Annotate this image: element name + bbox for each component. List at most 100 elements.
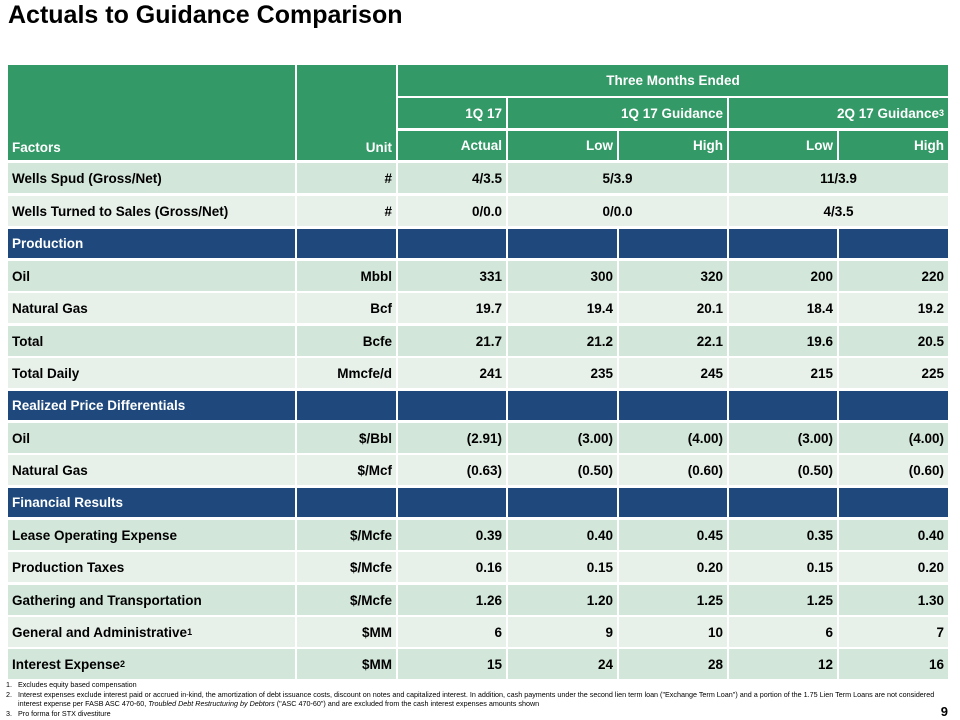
row-guidance-1q17: 5/3.9 bbox=[508, 163, 727, 193]
row-high-1q17: 10 bbox=[619, 617, 727, 647]
header-period-2q17-guidance-label: 2Q 17 Guidance bbox=[836, 105, 939, 121]
row-actual: (0.63) bbox=[398, 455, 506, 485]
row-high-2q17: 0.40 bbox=[839, 520, 948, 550]
row-high-2q17: 7 bbox=[839, 617, 948, 647]
section-fill bbox=[508, 391, 617, 420]
row-guidance-2q17: 4/3.5 bbox=[729, 196, 948, 226]
row-low-2q17: 215 bbox=[729, 358, 837, 388]
footnotes: 1. Excludes equity based compensation 2.… bbox=[6, 680, 936, 718]
row-low-2q17: 6 bbox=[729, 617, 837, 647]
row-high-2q17: 220 bbox=[839, 261, 948, 291]
section-fill bbox=[729, 391, 837, 420]
header-actual: Actual bbox=[398, 131, 506, 160]
section-fill bbox=[398, 229, 506, 258]
row-low-1q17: (0.50) bbox=[508, 455, 617, 485]
row-low-2q17: 18.4 bbox=[729, 293, 837, 323]
section-fill bbox=[729, 229, 837, 258]
header-unit: Unit bbox=[297, 65, 396, 160]
row-actual: 19.7 bbox=[398, 293, 506, 323]
section-fill bbox=[508, 488, 617, 517]
section-financial-results: Financial Results bbox=[8, 488, 295, 517]
row-high-2q17: 1.30 bbox=[839, 585, 948, 615]
section-fill bbox=[297, 391, 396, 420]
row-label: Natural Gas bbox=[8, 293, 295, 323]
header-high-2q17: High bbox=[839, 131, 948, 160]
footnote-number: 1. bbox=[6, 680, 12, 689]
row-label-text: Total Daily bbox=[12, 365, 80, 381]
row-label: Oil bbox=[8, 423, 295, 453]
row-actual: 6 bbox=[398, 617, 506, 647]
header-period-1q17-guidance: 1Q 17 Guidance bbox=[508, 98, 727, 128]
footnote-2: 2. Interest expenses exclude interest pa… bbox=[6, 690, 936, 709]
row-actual: (2.91) bbox=[398, 423, 506, 453]
row-label: Wells Turned to Sales (Gross/Net) bbox=[8, 196, 295, 226]
row-high-2q17: 19.2 bbox=[839, 293, 948, 323]
row-unit: $/Mcfe bbox=[297, 552, 396, 582]
row-label: Total bbox=[8, 326, 295, 356]
row-actual: 15 bbox=[398, 649, 506, 679]
row-high-1q17: 0.20 bbox=[619, 552, 727, 582]
row-low-1q17: 300 bbox=[508, 261, 617, 291]
row-low-1q17: 0.40 bbox=[508, 520, 617, 550]
row-low-1q17: 0.15 bbox=[508, 552, 617, 582]
row-unit: $/Mcfe bbox=[297, 520, 396, 550]
row-high-2q17: 225 bbox=[839, 358, 948, 388]
row-low-2q17: 200 bbox=[729, 261, 837, 291]
row-label: Production Taxes bbox=[8, 552, 295, 582]
row-low-2q17: 0.35 bbox=[729, 520, 837, 550]
header-period-2q17-guidance: 2Q 17 Guidance 3 bbox=[729, 98, 948, 128]
row-unit: # bbox=[297, 196, 396, 226]
row-label-text: Interest Expense bbox=[12, 656, 121, 672]
row-high-1q17: 320 bbox=[619, 261, 727, 291]
row-actual: 1.26 bbox=[398, 585, 506, 615]
row-unit: $/Bbl bbox=[297, 423, 396, 453]
row-label: Natural Gas bbox=[8, 455, 295, 485]
row-high-2q17: 16 bbox=[839, 649, 948, 679]
footnote-1: 1. Excludes equity based compensation bbox=[6, 680, 936, 690]
section-fill bbox=[729, 488, 837, 517]
row-unit: $MM bbox=[297, 617, 396, 647]
row-low-1q17: 24 bbox=[508, 649, 617, 679]
row-actual: 21.7 bbox=[398, 326, 506, 356]
section-fill bbox=[619, 488, 727, 517]
row-high-1q17: 245 bbox=[619, 358, 727, 388]
row-low-2q17: 19.6 bbox=[729, 326, 837, 356]
row-actual: 241 bbox=[398, 358, 506, 388]
section-fill bbox=[839, 229, 948, 258]
row-label-text: Oil bbox=[12, 268, 31, 284]
row-actual: 0.16 bbox=[398, 552, 506, 582]
row-high-1q17: 22.1 bbox=[619, 326, 727, 356]
row-label-text: General and Administrative bbox=[12, 624, 188, 640]
section-fill bbox=[508, 229, 617, 258]
section-fill bbox=[297, 488, 396, 517]
page-title: Actuals to Guidance Comparison bbox=[8, 1, 403, 29]
row-low-1q17: 21.2 bbox=[508, 326, 617, 356]
row-label-text: Natural Gas bbox=[12, 462, 88, 478]
row-high-1q17: 20.1 bbox=[619, 293, 727, 323]
section-production: Production bbox=[8, 229, 295, 258]
header-three-months-ended: Three Months Ended bbox=[398, 65, 948, 96]
row-label: Total Daily bbox=[8, 358, 295, 388]
row-high-1q17: (4.00) bbox=[619, 423, 727, 453]
header-low-1q17: Low bbox=[508, 131, 617, 160]
section-fill bbox=[619, 229, 727, 258]
row-label-text: Natural Gas bbox=[12, 300, 88, 316]
row-unit: $/Mcf bbox=[297, 455, 396, 485]
page-number: 9 bbox=[940, 704, 948, 719]
section-fill bbox=[398, 391, 506, 420]
row-label-text: Oil bbox=[12, 430, 31, 446]
row-guidance-1q17: 0/0.0 bbox=[508, 196, 727, 226]
row-guidance-2q17: 11/3.9 bbox=[729, 163, 948, 193]
header-period-1q17: 1Q 17 bbox=[398, 98, 506, 128]
section-fill bbox=[839, 488, 948, 517]
row-unit: $MM bbox=[297, 649, 396, 679]
footnote-text: Interest expenses exclude interest paid … bbox=[18, 690, 936, 709]
footnote-text-part: ("ASC 470-60") and are excluded from the… bbox=[274, 699, 540, 708]
row-high-1q17: 28 bbox=[619, 649, 727, 679]
footnote-3: 3. Pro forma for STX divestiture bbox=[6, 709, 936, 719]
row-label: Wells Spud (Gross/Net) bbox=[8, 163, 295, 193]
section-fill bbox=[619, 391, 727, 420]
row-label: Lease Operating Expense bbox=[8, 520, 295, 550]
row-label-text: Production Taxes bbox=[12, 559, 125, 575]
